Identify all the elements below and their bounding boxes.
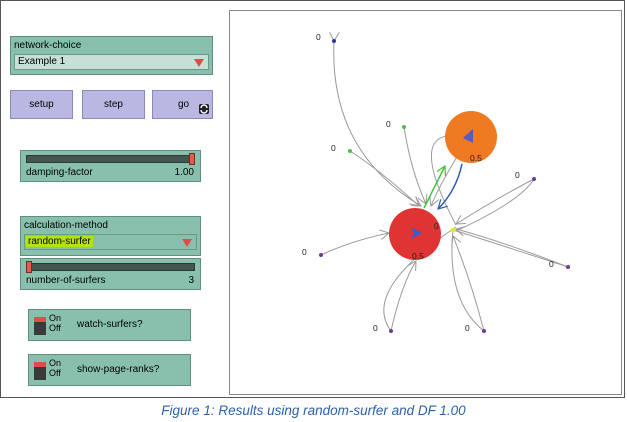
slider-label: damping-factor [26, 167, 93, 178]
switch-off-text: Off [49, 368, 61, 378]
node-label: 0 [373, 323, 378, 333]
world-view[interactable]: 0 0 0 0 0 0 0 0 0 0.5 0.5 [229, 10, 622, 395]
number-of-surfers-slider[interactable]: number-of-surfers 3 [20, 258, 201, 290]
edge [456, 178, 535, 224]
damping-factor-slider[interactable]: damping-factor 1.00 [20, 150, 201, 182]
edge [452, 229, 569, 268]
chooser-value: Example 1 [18, 56, 66, 67]
node-label: 0 [434, 221, 439, 231]
dropdown-arrow-icon[interactable] [194, 59, 204, 67]
chooser-label: network-choice [14, 40, 82, 51]
node [532, 177, 536, 181]
node [389, 329, 393, 333]
edge [349, 150, 419, 206]
node-label: 0.5 [412, 251, 424, 261]
node-label: 0 [331, 143, 336, 153]
node-label: 0 [302, 247, 307, 257]
edge [455, 178, 535, 232]
setup-button[interactable]: setup [10, 90, 73, 119]
calculation-method-chooser[interactable]: calculation-method random-surfer [20, 216, 201, 256]
node-label: 0 [515, 170, 520, 180]
node-labels: 0 0 0 0 0 0 0 0 0 0.5 0.5 [302, 32, 554, 333]
go-label: go [178, 99, 190, 110]
network-graph: 0 0 0 0 0 0 0 0 0 0.5 0.5 [302, 11, 570, 333]
edge [320, 233, 389, 256]
edge [456, 229, 569, 268]
dropdown-arrow-icon[interactable] [182, 239, 192, 247]
network-choice-chooser[interactable]: network-choice Example 1 [10, 36, 213, 75]
switch-off-text: Off [49, 323, 61, 333]
small-nodes [319, 39, 570, 333]
chooser-dropdown[interactable]: Example 1 [14, 54, 209, 70]
switch-label: watch-surfers? [77, 319, 143, 330]
toggle-switch-icon[interactable] [34, 317, 46, 335]
node [332, 39, 336, 43]
edge-blue [438, 163, 463, 209]
surfer-arrow-icon [411, 227, 422, 239]
forever-icon [199, 104, 209, 114]
node-label: 0 [316, 32, 321, 42]
edge [451, 228, 485, 332]
switch-on-text: On [49, 313, 62, 323]
node [402, 125, 406, 129]
edges [320, 41, 569, 332]
node-label: 0 [386, 119, 391, 129]
edge [390, 261, 416, 332]
slider-thumb[interactable] [26, 261, 32, 273]
figure-caption: Figure 1: Results using random-surfer an… [161, 403, 466, 418]
node-label: 0 [549, 259, 554, 269]
node [482, 329, 486, 333]
node-label: 0.5 [470, 153, 482, 163]
window-frame [0, 0, 625, 398]
node [319, 253, 323, 257]
chooser-label: calculation-method [24, 220, 108, 231]
slider-label: number-of-surfers [26, 275, 106, 286]
edge [403, 126, 426, 204]
switch-label: show-page-ranks? [77, 364, 160, 375]
switch-on-text: On [49, 358, 62, 368]
control-panel: network-choice Example 1 setup step go d… [1, 1, 225, 397]
node [566, 265, 570, 269]
surfer-arrow-icon [463, 129, 473, 143]
go-button[interactable]: go [152, 90, 213, 119]
chooser-dropdown[interactable]: random-surfer [24, 234, 197, 250]
step-button[interactable]: step [82, 90, 145, 119]
edge [453, 236, 485, 332]
edge [334, 41, 421, 206]
node [450, 227, 456, 233]
slider-value: 3 [188, 275, 194, 286]
node-label: 0 [465, 323, 470, 333]
slider-value: 1.00 [174, 167, 194, 178]
slider-thumb[interactable] [189, 153, 195, 165]
toggle-switch-icon[interactable] [34, 362, 46, 380]
chooser-value: random-surfer [26, 236, 93, 247]
show-page-ranks-switch[interactable]: On Off show-page-ranks? [28, 354, 191, 386]
slider-track[interactable] [26, 263, 195, 271]
slider-track[interactable] [26, 155, 195, 163]
edge-green [423, 166, 445, 209]
watch-surfers-switch[interactable]: On Off watch-surfers? [28, 309, 191, 341]
node [348, 149, 352, 153]
